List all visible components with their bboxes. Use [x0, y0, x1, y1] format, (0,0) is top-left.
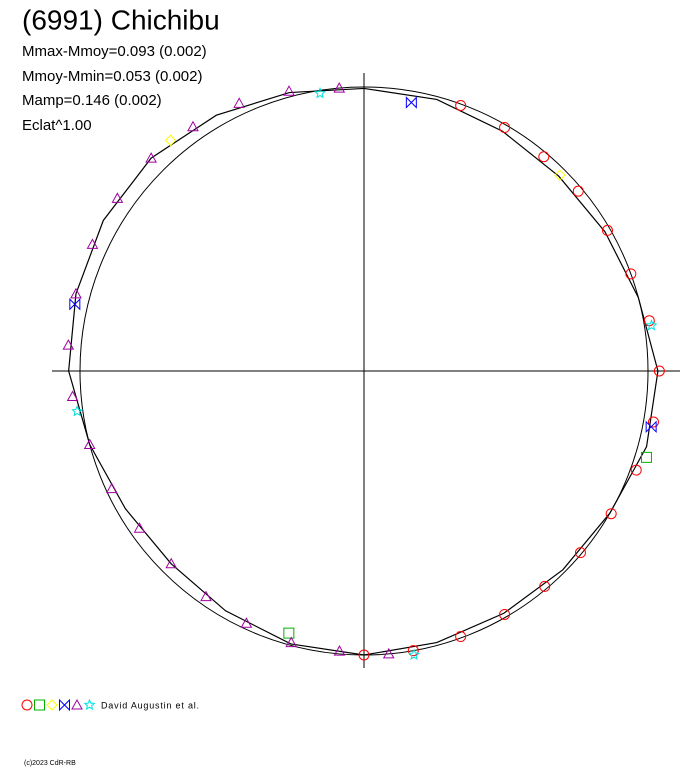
- marker: [653, 365, 665, 377]
- legend-symbol: [59, 698, 70, 712]
- marker: [539, 580, 551, 592]
- marker: [407, 645, 419, 657]
- marker: [333, 82, 346, 93]
- marker: [455, 631, 467, 643]
- marker: [314, 86, 327, 99]
- marker: [382, 647, 395, 659]
- marker: [405, 96, 417, 109]
- legend-credit: David Augustin et al.: [101, 700, 200, 710]
- marker: [538, 151, 550, 163]
- annotation: Eclat^1.00: [22, 117, 92, 134]
- marker: [70, 287, 82, 299]
- marker: [145, 152, 157, 163]
- marker: [240, 617, 253, 628]
- marker: [408, 648, 421, 660]
- marker: [71, 405, 84, 417]
- marker: [630, 464, 642, 476]
- marker: [285, 636, 298, 648]
- copyright: (c)2023 CdR-RB: [24, 760, 76, 767]
- marker: [572, 185, 584, 197]
- annotation: Mmoy-Mmin=0.053 (0.002): [22, 68, 202, 85]
- marker: [499, 608, 511, 620]
- marker: [640, 451, 652, 463]
- marker: [86, 238, 99, 249]
- marker: [111, 192, 124, 203]
- marker: [233, 97, 246, 108]
- marker: [574, 547, 586, 559]
- marker: [105, 482, 118, 494]
- marker: [601, 224, 613, 236]
- marker: [164, 134, 177, 147]
- marker: [283, 627, 295, 639]
- marker: [83, 438, 96, 450]
- legend-symbol: [71, 698, 83, 710]
- marker: [69, 298, 81, 311]
- fit-curve: [68, 87, 659, 656]
- marker: [605, 508, 617, 520]
- marker: [358, 649, 370, 661]
- marker: [133, 522, 146, 533]
- legend-symbol: [34, 699, 45, 711]
- marker: [333, 645, 346, 656]
- legend-symbol: [21, 699, 33, 711]
- marker: [200, 590, 212, 602]
- marker: [165, 557, 178, 569]
- marker: [187, 120, 199, 132]
- marker: [554, 169, 566, 181]
- marker: [625, 268, 637, 280]
- legend-symbol: [46, 699, 58, 711]
- marker: [647, 416, 659, 428]
- marker: [645, 319, 658, 331]
- marker: [645, 420, 657, 434]
- annotation: Mmax-Mmoy=0.093 (0.002): [22, 43, 207, 60]
- marker: [499, 122, 511, 134]
- marker: [283, 85, 295, 96]
- legend-symbol: [83, 698, 96, 711]
- marker: [62, 339, 75, 350]
- chart-title: (6991) Chichibu: [22, 4, 220, 35]
- marker: [66, 390, 79, 401]
- marker: [455, 99, 467, 111]
- annotation: Mamp=0.146 (0.002): [22, 92, 162, 109]
